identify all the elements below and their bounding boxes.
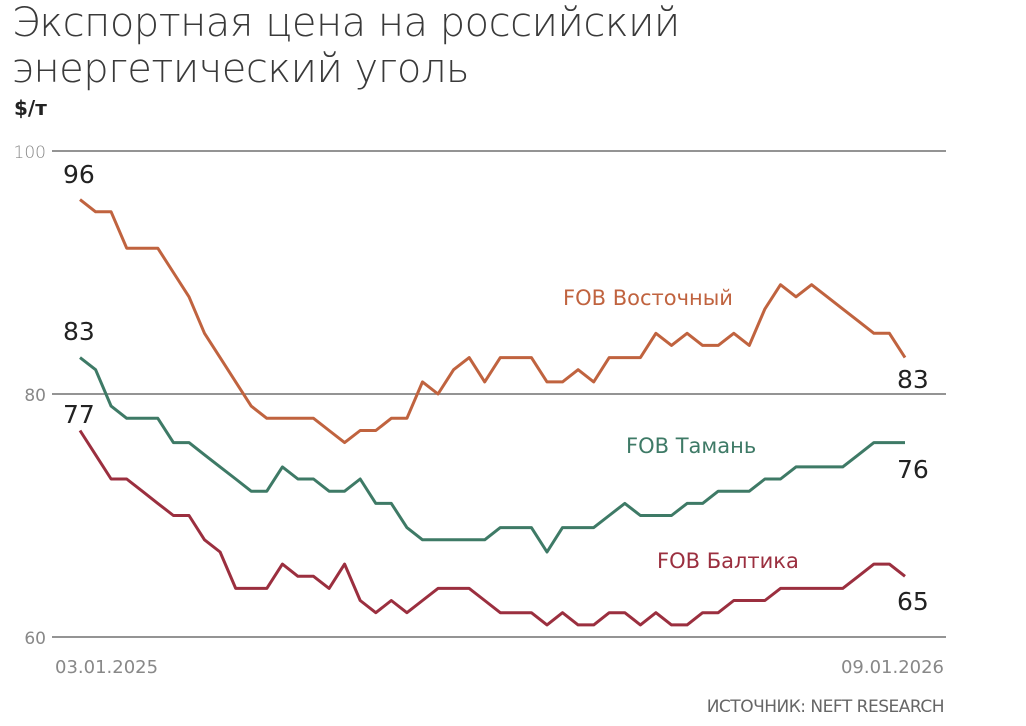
vostochny-series-label: FOB Восточный xyxy=(563,286,733,310)
vostochny-start-value: 96 xyxy=(63,160,95,189)
y-tick-60: 60 xyxy=(24,629,46,649)
baltika-start-value: 77 xyxy=(63,400,95,429)
baltika-end-value: 65 xyxy=(897,587,929,616)
y-tick-100: 100 xyxy=(14,143,46,163)
gridlines xyxy=(52,150,946,638)
baltika-series-label: FOB Балтика xyxy=(657,549,799,573)
chart-title: Экспортная цена на российский энергетиче… xyxy=(12,0,680,92)
x-axis-start-date: 03.01.2025 xyxy=(55,657,158,678)
taman-end-value: 76 xyxy=(897,455,929,484)
source-note: ИСТОЧНИК: NEFT RESEARCH xyxy=(706,697,945,717)
series-line-vostochny xyxy=(79,198,907,445)
taman-series-label: FOB Тамань xyxy=(626,434,756,458)
series-line-baltika xyxy=(78,429,906,627)
series-line-taman xyxy=(79,356,905,554)
taman-start-value: 83 xyxy=(63,317,95,346)
x-axis-end-date: 09.01.2026 xyxy=(841,657,944,678)
y-axis-unit: $/т xyxy=(14,96,47,120)
y-tick-80: 80 xyxy=(24,386,46,406)
vostochny-end-value: 83 xyxy=(897,365,929,394)
